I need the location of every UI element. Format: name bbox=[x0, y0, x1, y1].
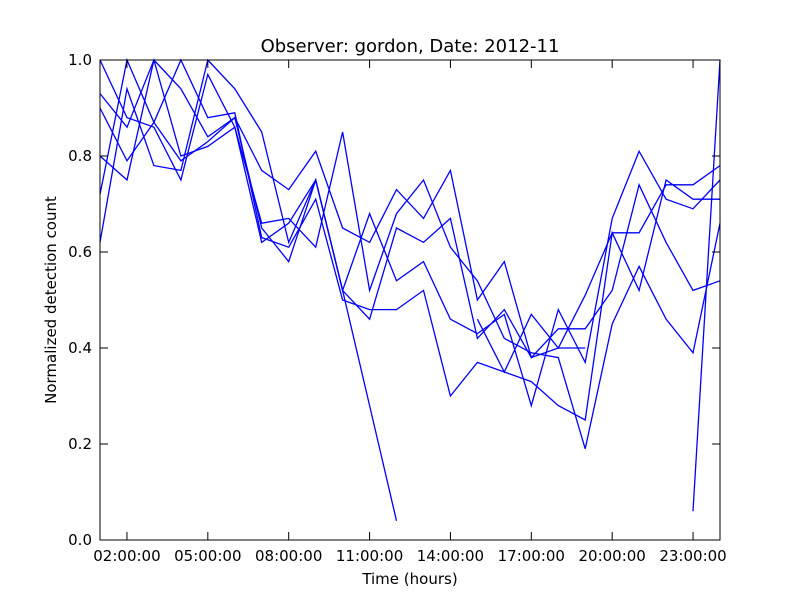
x-axis-label: Time (hours) bbox=[361, 570, 457, 588]
x-tick-label: 23:00:00 bbox=[659, 547, 726, 565]
series-line-1 bbox=[99, 58, 721, 408]
series-line-6 bbox=[99, 57, 721, 521]
series-line-3 bbox=[99, 58, 721, 512]
y-axis-ticks: 0.0 0.2 0.4 0.6 0.8 1.0 bbox=[68, 51, 720, 549]
x-tick-label: 14:00:00 bbox=[417, 547, 484, 565]
x-tick-label: 11:00:00 bbox=[336, 547, 403, 565]
x-tick-label: 20:00:00 bbox=[578, 547, 645, 565]
series-line-4 bbox=[99, 58, 720, 422]
x-tick-label: 02:00:00 bbox=[93, 547, 160, 565]
x-tick-label: 17:00:00 bbox=[498, 547, 565, 565]
y-tick-label: 0.2 bbox=[68, 435, 92, 453]
series-line-2 bbox=[99, 57, 721, 359]
plot-lines bbox=[99, 57, 721, 521]
y-tick-label: 0.8 bbox=[68, 147, 92, 165]
y-tick-label: 1.0 bbox=[68, 51, 92, 69]
y-tick-label: 0.0 bbox=[68, 531, 92, 549]
chart-title: Observer: gordon, Date: 2012-11 bbox=[261, 36, 560, 57]
series-line-5 bbox=[99, 59, 721, 449]
x-tick-label: 05:00:00 bbox=[174, 547, 241, 565]
plot-frame bbox=[99, 59, 721, 541]
y-axis-label: Normalized detection count bbox=[42, 196, 60, 404]
x-tick-label: 08:00:00 bbox=[255, 547, 322, 565]
x-axis-ticks: 02:00:00 05:00:00 08:00:00 11:00:00 14:00:00… bbox=[93, 60, 727, 565]
y-tick-label: 0.6 bbox=[68, 243, 92, 261]
y-tick-label: 0.4 bbox=[68, 339, 92, 357]
